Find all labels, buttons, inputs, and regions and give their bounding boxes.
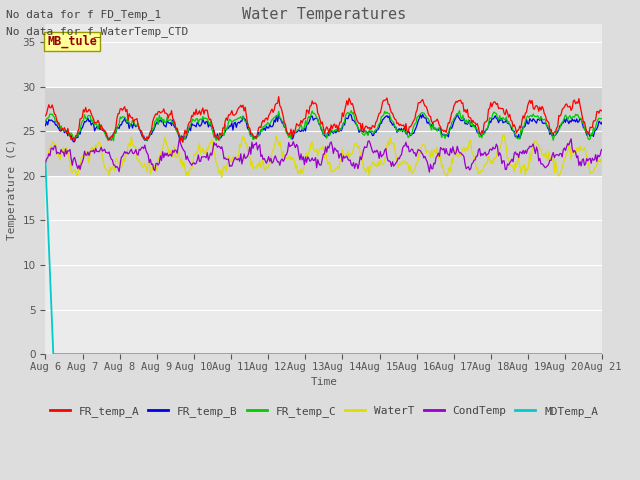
- Legend: FR_temp_A, FR_temp_B, FR_temp_C, WaterT, CondTemp, MDTemp_A: FR_temp_A, FR_temp_B, FR_temp_C, WaterT,…: [45, 401, 603, 421]
- Text: MB_tule: MB_tule: [47, 35, 97, 48]
- Text: No data for f_WaterTemp_CTD: No data for f_WaterTemp_CTD: [6, 25, 189, 36]
- Y-axis label: Temperature (C): Temperature (C): [7, 139, 17, 240]
- Text: No data for f FD_Temp_1: No data for f FD_Temp_1: [6, 9, 162, 20]
- Title: Water Temperatures: Water Temperatures: [242, 7, 406, 22]
- X-axis label: Time: Time: [310, 377, 337, 387]
- Bar: [45, 87, 602, 176]
